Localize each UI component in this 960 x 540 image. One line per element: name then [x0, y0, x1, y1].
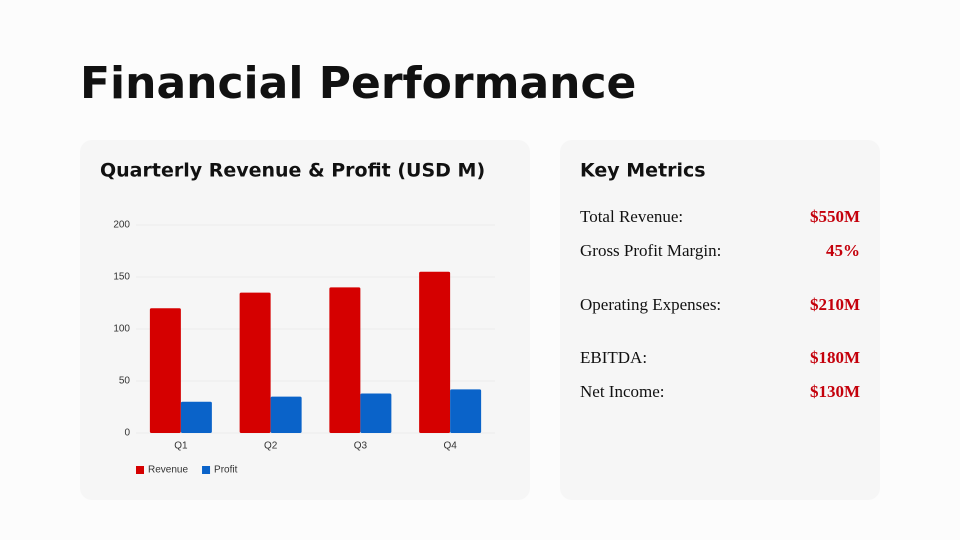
chart-card: [80, 140, 530, 500]
metric-value: $210M: [810, 295, 860, 314]
legend-label: Profit: [214, 465, 238, 476]
legend-swatch: [136, 466, 144, 474]
metric-value: $550M: [810, 207, 860, 226]
bar: [450, 389, 482, 433]
bar: [329, 287, 361, 433]
legend-label: Revenue: [148, 465, 188, 476]
y-tick-label: 200: [113, 220, 130, 231]
metric-label: Net Income:: [580, 382, 665, 401]
x-tick-label: Q1: [174, 441, 188, 452]
chart-title: Quarterly Revenue & Profit (USD M): [100, 160, 485, 182]
y-tick-label: 50: [119, 376, 131, 387]
metric-value: $180M: [810, 348, 860, 367]
bar: [239, 292, 271, 433]
slide-title: Financial Performance: [80, 58, 636, 109]
metric-label: Operating Expenses:: [580, 295, 721, 314]
metric-label: EBITDA:: [580, 348, 647, 367]
metrics-card: [560, 140, 880, 500]
bar: [419, 271, 451, 433]
bar: [180, 401, 212, 433]
y-tick-label: 150: [113, 272, 130, 283]
metric-label: Gross Profit Margin:: [580, 241, 721, 260]
bar: [360, 393, 392, 433]
bar: [270, 396, 302, 433]
y-tick-label: 0: [124, 428, 130, 439]
metric-label: Total Revenue:: [580, 207, 683, 226]
metric-value: 45%: [826, 241, 860, 260]
bar: [149, 308, 181, 433]
x-tick-label: Q2: [264, 441, 278, 452]
legend-swatch: [202, 466, 211, 474]
metric-value: $130M: [810, 382, 860, 401]
y-tick-label: 100: [113, 324, 130, 335]
x-tick-label: Q3: [354, 441, 368, 452]
x-tick-label: Q4: [443, 441, 457, 452]
metrics-title: Key Metrics: [580, 160, 706, 182]
